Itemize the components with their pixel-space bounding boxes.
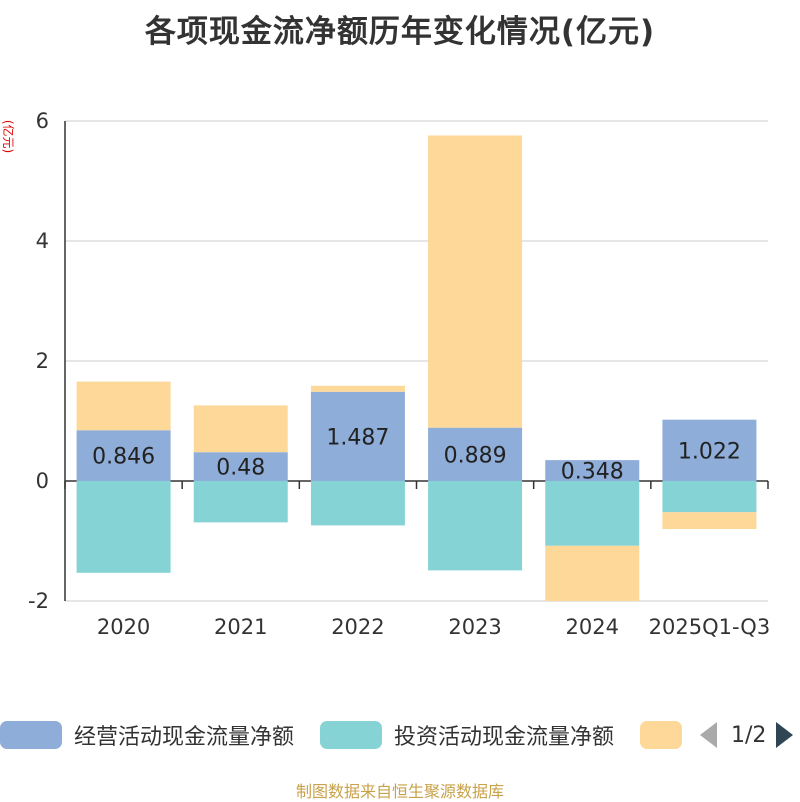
bar-segment	[662, 481, 757, 513]
y-tick-label: -2	[28, 589, 49, 613]
legend-swatch	[640, 721, 682, 749]
bar-segment	[428, 481, 523, 571]
data-label: 0.889	[444, 443, 507, 468]
bar-segment	[310, 385, 405, 392]
source-note: 制图数据来自恒生聚源数据库	[295, 782, 504, 801]
data-label: 1.487	[326, 425, 389, 450]
legend-item-investing[interactable]: 投资活动现金流量净额	[320, 715, 614, 755]
data-label: 1.022	[678, 439, 741, 464]
x-tick-label: 2021	[214, 615, 267, 639]
bar-segment	[76, 481, 171, 573]
bar-segment	[193, 405, 288, 453]
legend: 经营活动现金流量净额 投资活动现金流量净额 1/2	[0, 715, 800, 755]
bar-segment	[545, 545, 640, 601]
legend-pager: 1/2	[700, 715, 794, 755]
legend-page-indicator: 1/2	[731, 722, 767, 748]
bar-segment	[76, 430, 171, 481]
bar-segment	[76, 381, 171, 431]
bar-segment	[545, 481, 640, 546]
legend-item-operating[interactable]: 经营活动现金流量净额	[0, 715, 294, 755]
bar-segment	[428, 427, 523, 481]
data-label: 0.348	[561, 460, 624, 485]
bar-segment	[662, 512, 757, 529]
legend-swatch	[320, 721, 382, 749]
next-page-icon[interactable]	[776, 722, 794, 748]
prev-page-icon[interactable]	[700, 722, 717, 748]
bar-segment	[545, 460, 640, 481]
bar-segment	[662, 419, 757, 481]
legend-label: 投资活动现金流量净额	[394, 725, 615, 750]
bar-segment	[310, 391, 405, 481]
x-tick-label: 2024	[566, 615, 619, 639]
bar-segment	[193, 481, 288, 523]
y-tick-label: 6	[36, 109, 49, 133]
data-label: 0.48	[216, 456, 265, 481]
x-tick-label: 2023	[448, 615, 501, 639]
legend-swatch	[0, 721, 62, 749]
x-tick-label: 2022	[331, 615, 384, 639]
chart-title: 各项现金流净额历年变化情况(亿元)	[144, 14, 656, 50]
x-tick-label: 2020	[97, 615, 150, 639]
y-tick-label: 0	[36, 469, 49, 493]
bar-segment	[193, 452, 288, 481]
x-tick-label: 2025Q1-Q3	[649, 615, 771, 639]
legend-item-third[interactable]	[640, 715, 682, 755]
bar-segment	[310, 481, 405, 526]
legend-label: 经营活动现金流量净额	[74, 725, 295, 750]
bar-chart: -2 0 2 4 6 0.846 0.48 1.487 0.889 0.348 1.022 2020 2…	[28, 109, 771, 639]
y-tick-label: 4	[36, 229, 49, 253]
bar-segment	[428, 135, 523, 428]
y-tick-label: 2	[36, 349, 49, 373]
data-label: 0.846	[92, 445, 155, 470]
